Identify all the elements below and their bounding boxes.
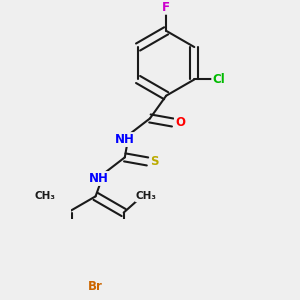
Text: CH₃: CH₃ xyxy=(34,191,55,201)
Text: Cl: Cl xyxy=(212,73,225,86)
Text: S: S xyxy=(151,155,159,168)
Text: NH: NH xyxy=(89,172,109,185)
Text: O: O xyxy=(175,116,185,129)
Text: Br: Br xyxy=(88,280,103,293)
Text: CH₃: CH₃ xyxy=(136,191,157,201)
Text: F: F xyxy=(162,1,170,14)
Text: NH: NH xyxy=(115,133,135,146)
